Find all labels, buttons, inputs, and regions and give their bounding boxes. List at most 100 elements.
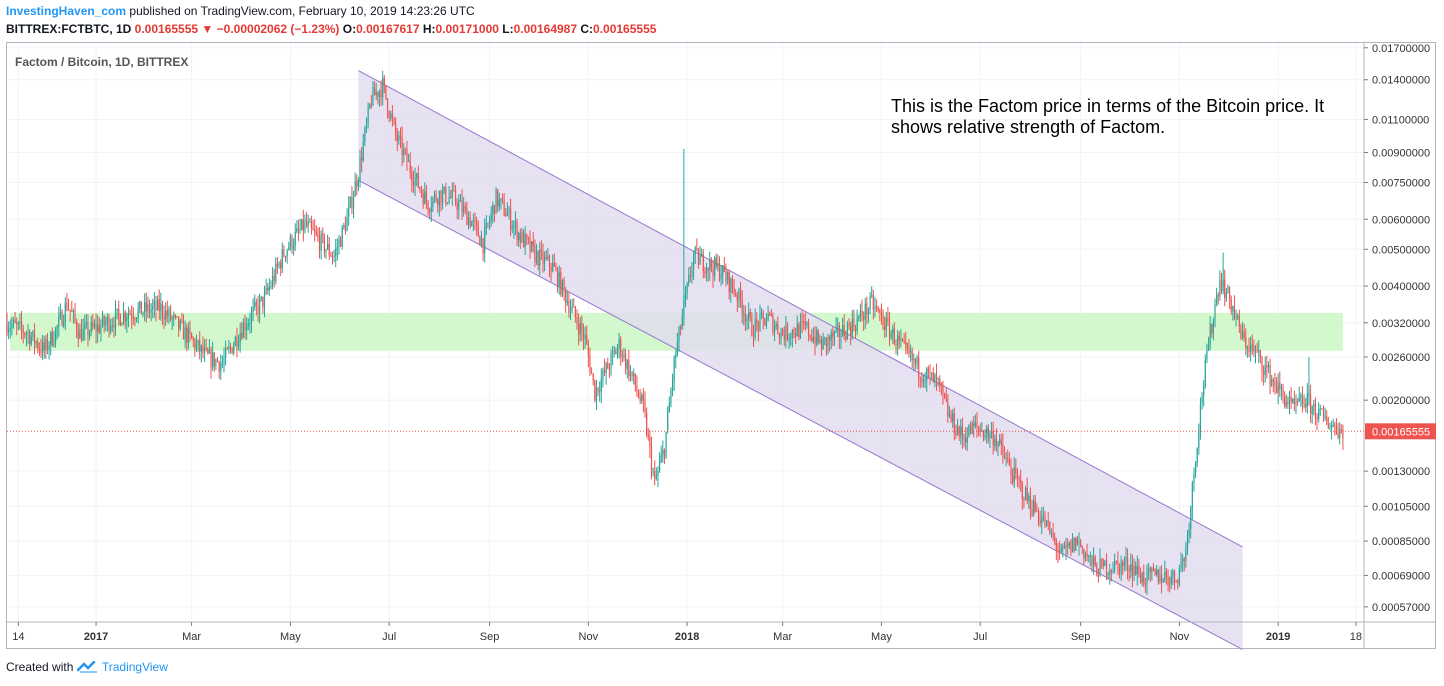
candle-body: [1209, 323, 1211, 345]
candle-body: [446, 202, 449, 204]
candle-body: [668, 403, 670, 413]
candle-body: [1141, 572, 1143, 582]
candle-body: [744, 313, 747, 322]
candle-body: [163, 315, 165, 320]
candle-body: [574, 306, 576, 318]
author-link[interactable]: InvestingHaven_com: [6, 4, 127, 18]
candle-body: [1102, 559, 1104, 566]
candle-body: [231, 347, 233, 354]
candle-body: [863, 317, 865, 320]
candle-body: [1164, 571, 1166, 581]
candle-body: [650, 446, 653, 472]
candle-body: [1041, 517, 1043, 524]
candle-body: [242, 323, 245, 338]
candle-body: [592, 373, 594, 381]
candle-body: [573, 306, 575, 308]
candle-body: [422, 193, 424, 205]
candle-body: [850, 326, 852, 336]
candle-body: [636, 386, 638, 392]
candle-body: [291, 236, 293, 249]
candle-body: [1178, 568, 1180, 584]
candle-body: [916, 357, 918, 365]
published-text: published on TradingView.com, February 1…: [129, 4, 475, 18]
candle-body: [69, 309, 71, 312]
candle-body: [255, 302, 257, 306]
candle-body: [176, 315, 178, 317]
candle-body: [1214, 304, 1216, 321]
candle-body: [241, 332, 243, 338]
candle-body: [1190, 507, 1192, 529]
candle-body: [921, 378, 923, 382]
candle-body: [1237, 315, 1239, 317]
candle-body: [1277, 382, 1279, 394]
channel-upper-line[interactable]: [358, 70, 1243, 548]
candle-body: [999, 439, 1001, 444]
candle-body: [252, 307, 254, 313]
candle-body: [848, 323, 850, 327]
candle-body: [1263, 370, 1265, 375]
tradingview-logo-icon: [76, 660, 97, 673]
candle-body: [1067, 545, 1069, 547]
candle-body: [765, 320, 768, 326]
candle-body: [994, 438, 996, 446]
candle-body: [11, 324, 13, 328]
candle-body: [1105, 560, 1108, 576]
candle-body: [566, 301, 568, 303]
candle-body: [1060, 547, 1062, 552]
channel-lower-line[interactable]: [358, 179, 1243, 650]
candle-body: [646, 412, 648, 436]
candle-body: [1212, 320, 1215, 333]
candle-body: [343, 225, 345, 227]
candle-body: [327, 243, 329, 250]
candle-body: [508, 208, 510, 213]
candle-body: [354, 181, 356, 197]
candle-body: [714, 257, 716, 276]
candle-body: [147, 304, 149, 312]
candle-body: [738, 289, 740, 301]
candle-body: [87, 322, 89, 336]
candle-body: [624, 353, 627, 369]
candle-body: [1332, 424, 1334, 426]
candle-body: [339, 239, 342, 247]
candle-body: [84, 324, 86, 329]
candle-body: [987, 427, 989, 439]
candle-body: [390, 113, 392, 119]
tradingview-link[interactable]: TradingView: [101, 660, 168, 674]
candle-body: [1096, 565, 1098, 576]
candle-body: [318, 236, 321, 251]
x-tick-label: Sep: [1071, 631, 1091, 643]
candle-body: [411, 172, 413, 182]
candle-body: [297, 227, 300, 231]
candle-body: [1292, 399, 1294, 403]
candle-body: [458, 202, 460, 210]
candle-body: [1199, 403, 1202, 431]
candle-body: [582, 331, 585, 339]
candle-body: [513, 224, 515, 228]
candle-body: [46, 339, 49, 351]
candle-body: [1063, 546, 1066, 549]
candle-body: [1101, 559, 1103, 561]
candle-body: [1044, 515, 1046, 526]
candle-body: [1080, 541, 1082, 547]
candle-body: [1339, 429, 1341, 438]
candle-body: [1301, 395, 1304, 405]
y-tick-label: 0.01400000: [1372, 75, 1430, 87]
y-tick-label: 0.00260000: [1372, 352, 1430, 364]
candle-body: [731, 278, 734, 289]
candle-body: [1062, 546, 1064, 548]
candle-body: [558, 272, 560, 288]
candle-body: [1288, 396, 1291, 404]
candle-body: [257, 305, 259, 314]
candle-body: [317, 233, 319, 237]
candle-body: [134, 318, 136, 320]
candle-body: [1293, 399, 1295, 404]
x-tick-label: Nov: [579, 631, 599, 643]
candle-body: [633, 373, 635, 376]
candle-body: [268, 286, 270, 291]
candle-body: [867, 309, 870, 315]
candle-body: [979, 429, 981, 432]
candle-body: [602, 369, 604, 379]
candle-body: [1232, 306, 1234, 312]
candle-body: [92, 322, 94, 327]
